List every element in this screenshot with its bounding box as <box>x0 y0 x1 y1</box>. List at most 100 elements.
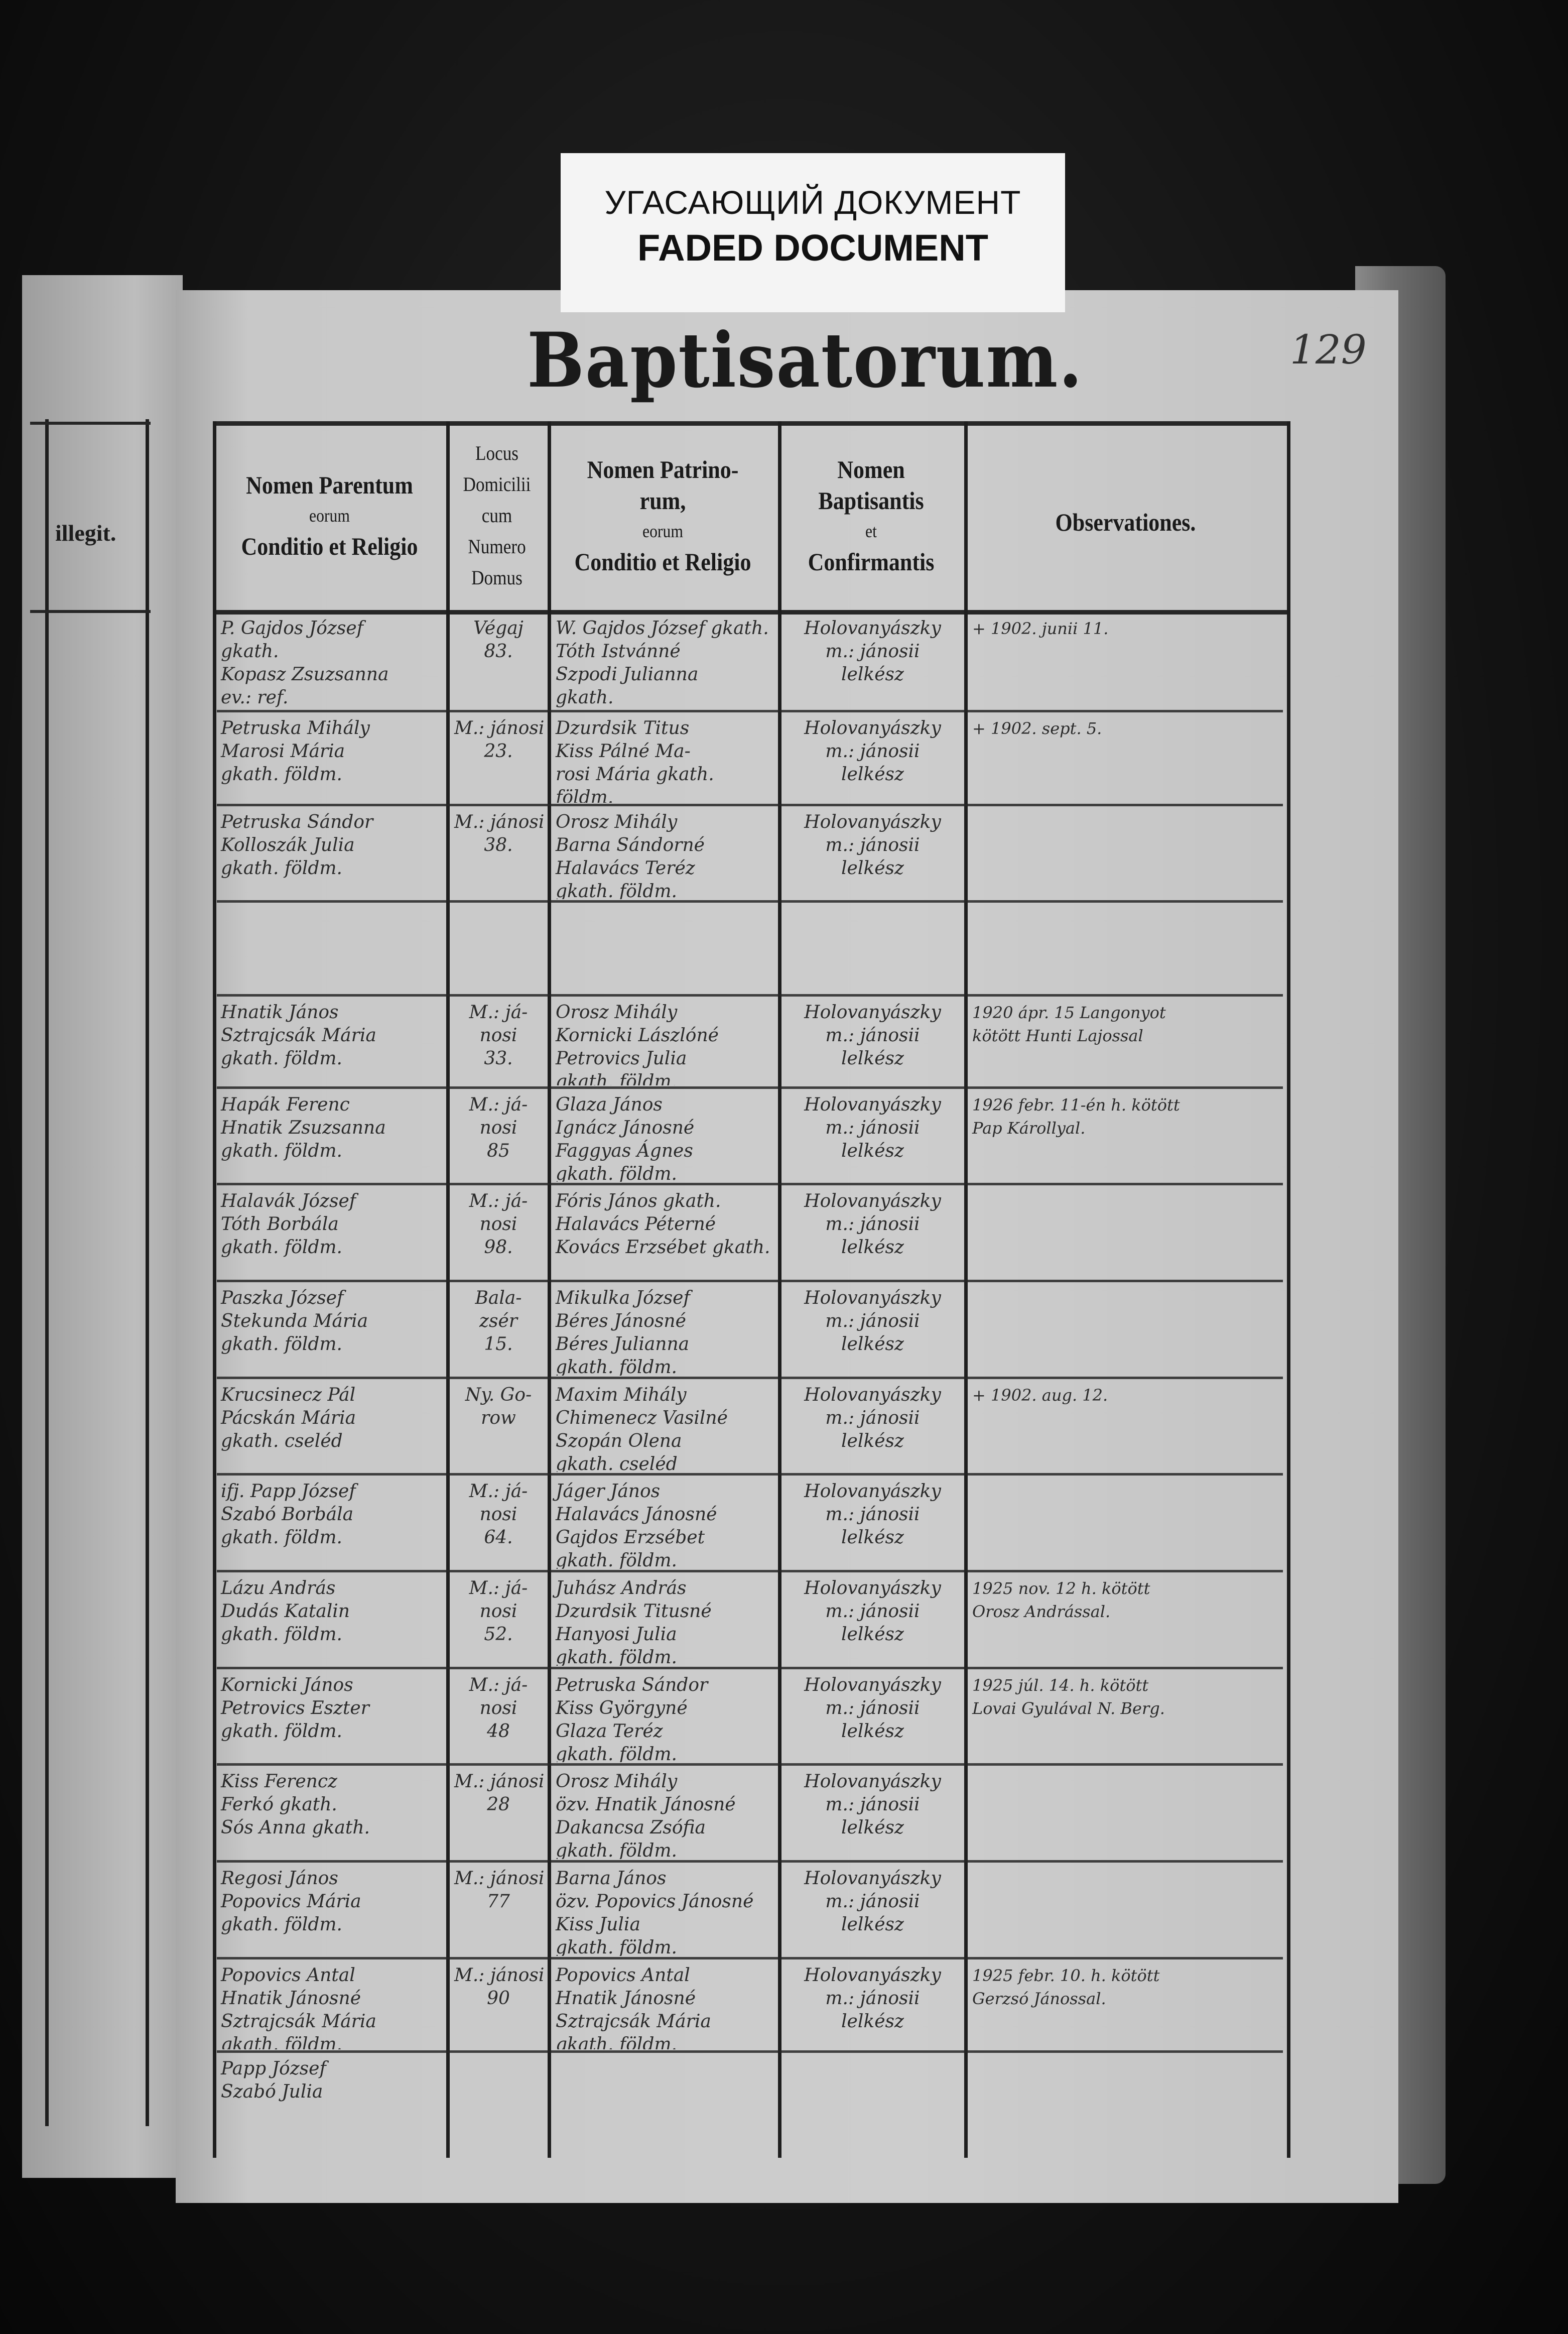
baptisans-entry-line: m.: jánosii <box>825 1698 920 1718</box>
row-13-domus-cell: M.: jánosi 28 <box>450 1765 547 1859</box>
domus-entry-line: 38. <box>484 835 513 855</box>
row-rule <box>217 1280 1283 1282</box>
row-1-obs-cell: + 1902. junii 11. <box>968 612 1286 709</box>
row-13-obs-cell <box>968 1765 1286 1859</box>
header-domus: Locus Domicilii cum Numero Domus <box>452 431 542 593</box>
parents-entry-line: Krucsinecz Pál <box>221 1385 356 1405</box>
baptisans-entry-line: m.: jánosii <box>825 1601 920 1622</box>
domus-entry-line: M.: jánosi <box>454 718 545 739</box>
row-5-baptisans-cell: Holovanyászky m.: jánosii lelkész <box>782 996 963 1085</box>
row-rule <box>217 1183 1283 1185</box>
patrini-entry-line: Kiss Pálné Ma- <box>556 741 691 762</box>
parents-entry-line: gkath. földm. <box>221 764 342 785</box>
domus-entry-line: zsér <box>479 1311 517 1331</box>
patrini-entry-line: Orosz Mihály <box>556 1771 678 1792</box>
patrini-entry-line: Béres Julianna <box>556 1334 690 1355</box>
column-rule <box>548 421 551 2158</box>
baptisans-entry-line: Holovanyászky <box>804 1965 941 1986</box>
row-7-domus-cell: M.: já-nosi 98. <box>450 1185 547 1279</box>
parents-entry-line: Halavák József <box>221 1191 356 1211</box>
header-baptisans: Nomen Baptisantis et Confirmantis <box>789 431 953 577</box>
row-15-baptisans-cell: Holovanyászky m.: jánosii lelkész <box>782 1959 963 2049</box>
patrini-entry-line: Szpodi Julianna <box>556 664 699 685</box>
row-10-domus-cell: M.: já-nosi 64. <box>450 1475 547 1569</box>
domus-entry-line: M.: jánosi <box>454 1771 545 1792</box>
domus-entry-line: 90 <box>487 1988 510 2009</box>
parents-entry-line: Regosi János <box>221 1868 338 1889</box>
baptisans-entry-line: lelkész <box>841 2011 904 2032</box>
header-domus-line: Domus <box>471 566 522 589</box>
row-9-obs-cell: + 1902. aug. 12. <box>968 1379 1286 1472</box>
row-12-patrini-cell: Petruska Sándor Kiss Györgyné Glaza Teréz g… <box>552 1669 777 1762</box>
left-page-rule <box>45 419 49 2126</box>
row-rule <box>217 1860 1283 1863</box>
parents-entry-line: Petruska Mihály <box>221 718 370 739</box>
baptisans-entry-line: m.: jánosii <box>825 1794 920 1815</box>
row-rule <box>217 1667 1283 1669</box>
row-9-parents-cell: Krucsinecz Pál Pácskán Mária gkath. cseléd <box>217 1379 445 1472</box>
row-1-patrini-cell: W. Gajdos József gkath. Tóth Istvánné Szpo… <box>552 612 777 709</box>
left-page-rule <box>146 419 149 2126</box>
obs-entry-line: Lovai Gyulával N. Berg. <box>972 1699 1165 1718</box>
parents-entry-line: gkath. földm. <box>221 1914 342 1935</box>
baptisans-entry-line: lelkész <box>841 1334 904 1355</box>
row-12-domus-cell: M.: já-nosi 48 <box>450 1669 547 1762</box>
parents-entry-line: Kopasz Zsuzsanna <box>221 664 389 685</box>
row-1-baptisans-cell: Holovanyászky m.: jánosii lelkész <box>782 612 963 709</box>
row-2-obs-cell: + 1902. sept. 5. <box>968 712 1286 803</box>
patrini-entry-line: gkath. földm. <box>556 1647 677 1666</box>
column-rule <box>964 421 968 2158</box>
patrini-entry-line: Jáger János <box>556 1481 661 1502</box>
row-3-domus-cell: M.: jánosi 38. <box>450 806 547 899</box>
left-page-header-rule <box>30 422 151 425</box>
obs-entry-line: Gerzsó Jánossal. <box>972 1989 1106 2008</box>
header-parents-line: eorum <box>309 506 350 526</box>
domus-entry-line: 77 <box>487 1891 510 1912</box>
obs-entry-line: 1925 febr. 10. h. kötött <box>972 1966 1160 1985</box>
row-11-obs-cell: 1925 nov. 12 h. kötött Orosz Andrással. <box>968 1572 1286 1666</box>
patrini-entry-line: gkath. földm. <box>556 1071 677 1085</box>
baptisans-entry-line: Holovanyászky <box>804 1868 941 1889</box>
header-patrini-line: Nomen Patrino- <box>587 455 739 483</box>
left-page-header-rule <box>30 610 151 613</box>
patrini-entry-line: Sztrajcsák Mária <box>556 2011 711 2032</box>
row-11-patrini-cell: Juhász András Dzurdsik Titusné Hanyosi Jul… <box>552 1572 777 1666</box>
patrini-entry-line: Dzurdsik Titusné <box>556 1601 712 1622</box>
baptisans-entry-line: Holovanyászky <box>804 1675 941 1695</box>
obs-entry-line: 1926 febr. 11-én h. kötött <box>972 1095 1180 1115</box>
parents-entry-line: Szabó Julia <box>221 2081 323 2102</box>
row-14-baptisans-cell: Holovanyászky m.: jánosii lelkész <box>782 1862 963 1956</box>
patrini-entry-line: Szopán Olena <box>556 1431 682 1451</box>
column-rule <box>446 421 450 2158</box>
parents-entry-line: Hnatik János <box>221 1002 339 1023</box>
row-16-domus-cell <box>450 2052 547 2157</box>
baptisans-entry-line: Holovanyászky <box>804 718 941 739</box>
patrini-entry-line: Barna Sándorné <box>556 835 705 855</box>
row-rule <box>217 710 1283 712</box>
row-13-patrini-cell: Orosz Mihály özv. Hnatik Jánosné Dakancsa … <box>552 1765 777 1859</box>
row-16-parents-cell: Papp József Szabó Julia <box>217 2052 445 2157</box>
baptisans-entry-line: lelkész <box>841 1237 904 1258</box>
parents-entry-line: gkath. földm. <box>221 1237 342 1258</box>
row-6-parents-cell: Hapák Ferenc Hnatik Zsuzsanna gkath. földm… <box>217 1088 445 1182</box>
parents-entry-line: Kornicki János <box>221 1675 353 1695</box>
patrini-entry-line: Hnatik Jánosné <box>556 1988 696 2009</box>
domus-entry-line: nosi <box>479 1504 517 1525</box>
parents-entry-line: Popovics Mária <box>221 1891 361 1912</box>
patrini-entry-line: Glaza János <box>556 1094 663 1115</box>
baptisans-entry-line: lelkész <box>841 1141 904 1161</box>
row-7-patrini-cell: Fóris János gkath. Halavács Péterné Kovács… <box>552 1185 777 1279</box>
patrini-entry-line: Popovics Antal <box>556 1965 690 1986</box>
parents-entry-line: ifj. Papp József <box>221 1481 356 1502</box>
obs-entry-line: + 1902. sept. 5. <box>972 719 1102 738</box>
row-4-obs-cell <box>968 902 1286 993</box>
row-rule <box>217 1377 1283 1379</box>
parents-entry-line: Tóth Borbála <box>221 1214 339 1235</box>
row-5-patrini-cell: Orosz Mihály Kornicki Lászlóné Petrovics J… <box>552 996 777 1085</box>
row-4-baptisans-cell <box>782 902 963 993</box>
domus-entry-line: nosi <box>479 1698 517 1718</box>
domus-entry-line: 28 <box>487 1794 510 1815</box>
patrini-entry-line: Orosz Mihály <box>556 1002 678 1023</box>
domus-entry-line: 23. <box>484 741 513 762</box>
baptisans-entry-line: Holovanyászky <box>804 1002 941 1023</box>
